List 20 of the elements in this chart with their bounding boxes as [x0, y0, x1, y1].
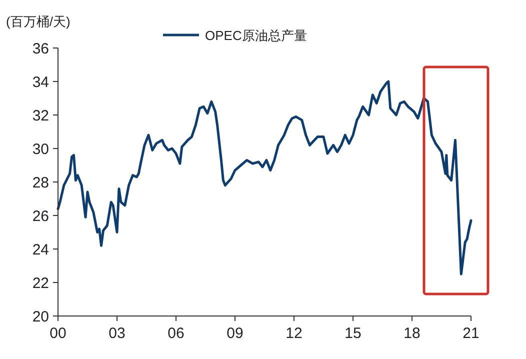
y-tick-label: 34: [32, 74, 49, 91]
y-tick-label: 30: [32, 140, 49, 158]
x-tick-label: 21: [462, 325, 480, 342]
x-tick-label: 06: [168, 325, 184, 342]
x-tick-label: 12: [286, 325, 302, 342]
y-tick-label: 24: [32, 241, 49, 258]
x-tick-label: 15: [344, 325, 362, 342]
y-tick-label: 20: [32, 308, 49, 326]
y-tick-label: 22: [32, 274, 49, 292]
x-tick-label: 03: [108, 325, 126, 342]
x-tick-label: 09: [226, 325, 244, 342]
line-series: [56, 80, 472, 276]
y-tick-label: 28: [32, 174, 49, 192]
y-tick-label: 36: [32, 40, 49, 58]
y-axis-title: (百万桶/天): [6, 14, 70, 29]
y-tick-label: 26: [32, 208, 49, 225]
legend-label: OPEC原油总产量: [205, 28, 307, 43]
x-tick-label: 18: [404, 325, 420, 342]
y-tick-label: 32: [32, 107, 49, 124]
x-tick-label: 00: [50, 325, 66, 342]
